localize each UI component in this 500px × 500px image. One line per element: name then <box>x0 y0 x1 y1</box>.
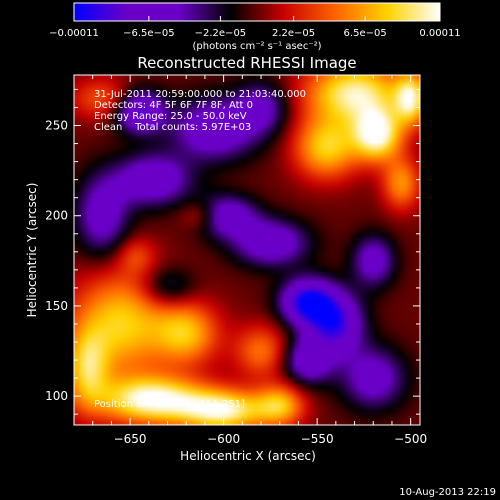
x-tick-label: −650 <box>114 432 147 446</box>
y-axis-label: Heliocentric Y (arcsec) <box>25 183 39 318</box>
colorbar-tick-label: −2.2e−05 <box>195 28 247 39</box>
colorbar <box>74 3 440 21</box>
colorbar-ticks: −0.00011 −6.5e−05 −2.2e−05 2.2e−05 6.5e−05 0.… <box>49 16 461 39</box>
colorbar-tick-label: −0.00011 <box>49 28 99 39</box>
annotation-detectors: Detectors: 4F 5F 6F 7F 8F, Att 0 <box>94 100 253 111</box>
x-tick-label: −600 <box>207 432 240 446</box>
plot-frame <box>73 74 421 426</box>
annotation-energy-range: Energy Range: 25.0 - 50.0 keV <box>94 111 247 122</box>
x-tick-label: −500 <box>394 432 427 446</box>
annotation-time-range: 31-Jul-2011 20:59:00.000 to 21:03:40.000 <box>94 89 306 100</box>
heatmap-image <box>74 75 420 425</box>
colorbar-frame <box>73 2 441 22</box>
colorbar-tick-label: 0.00011 <box>419 28 460 39</box>
y-tick-label: 100 <box>45 389 68 403</box>
x-tick-label: −550 <box>301 432 334 446</box>
y-tick-label: 200 <box>45 209 68 223</box>
colorbar-tick-label: 6.5e−05 <box>344 28 387 39</box>
x-axis-label: Heliocentric X (arcsec) <box>180 449 316 463</box>
footer-timestamp: 10-Aug-2013 22:19 <box>399 487 496 498</box>
x-axis-ticks: −650 −600 −550 −500 <box>73 75 427 446</box>
colorbar-tick-label: 2.2e−05 <box>272 28 315 39</box>
annotation-clean-counts: Clean Total counts: 5.97E+03 <box>94 122 251 133</box>
annotation-peak-position: Position of Peak = [−511,251] <box>94 399 245 410</box>
colorbar-tick-label: −6.5e−05 <box>123 28 175 39</box>
colorbar-unit-label: (photons cm⁻² s⁻¹ asec⁻²) <box>192 41 321 52</box>
y-tick-label: 250 <box>45 119 68 133</box>
annotation-block: 31-Jul-2011 20:59:00.000 to 21:03:40.000… <box>94 89 306 410</box>
y-axis-ticks: 100 150 200 250 <box>45 88 420 415</box>
y-tick-label: 150 <box>45 299 68 313</box>
chart-title: Reconstructed RHESSI Image <box>137 54 356 72</box>
